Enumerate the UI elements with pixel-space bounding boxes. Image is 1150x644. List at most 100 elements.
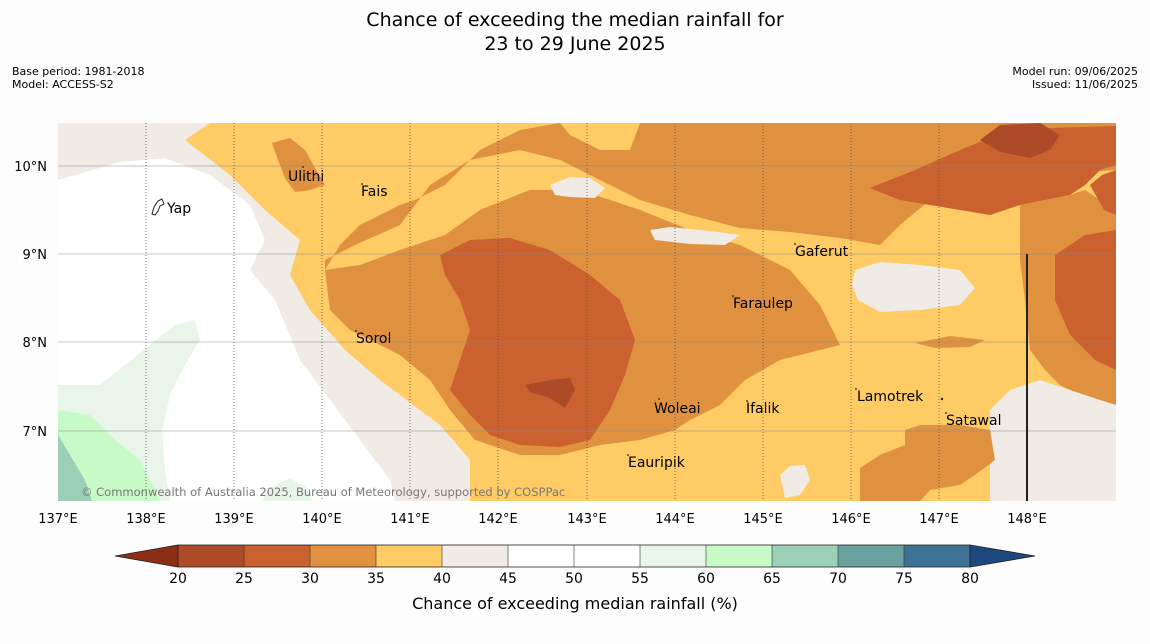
title-line-1: Chance of exceeding the median rainfall … <box>366 9 784 31</box>
zone-30-35-ulithi <box>272 138 325 192</box>
zone-25-30-east <box>1055 230 1116 370</box>
colorbar-bin-45-50 <box>508 545 574 567</box>
copyright-notice: © Commonwealth of Australia 2025, Bureau… <box>81 485 565 499</box>
yap-island-outline <box>151 198 165 216</box>
colorbar-tick-70: 70 <box>829 571 847 587</box>
colorbar-bin-35-40 <box>376 545 442 567</box>
model-run: Model run: 09/06/2025 <box>1012 65 1138 78</box>
zone-20-25-northeast <box>980 123 1060 158</box>
zone-40-45-southeast <box>990 380 1116 501</box>
marker-eauripik <box>627 454 629 456</box>
base-period: Base period: 1981-2018 <box>12 65 145 78</box>
colorbar-extend-low <box>114 544 179 568</box>
lat-labels: 10°N 9°N 8°N 7°N <box>14 160 47 440</box>
zone-25-30-northeast <box>870 126 1116 215</box>
colorbar-extend-high <box>969 544 1036 568</box>
colorbar-tick-75: 75 <box>895 571 913 587</box>
place-label-ulithi: Ulithi <box>288 169 324 185</box>
lon-label-137e: 137°E <box>38 512 78 527</box>
place-label-woleai: Woleai <box>654 401 701 417</box>
colorbar-label: Chance of exceeding median rainfall (%) <box>412 594 738 613</box>
lon-label-139e: 139°E <box>214 512 254 527</box>
zone-40-45-south <box>780 465 810 498</box>
colorbar-bin-65-70 <box>772 545 838 567</box>
marker-lamotrek <box>855 388 857 390</box>
lat-label-7n: 7°N <box>23 425 48 440</box>
colorbar-bin-55-60 <box>640 545 706 567</box>
colorbar-tick-45: 45 <box>499 571 517 587</box>
marker-faraulep <box>732 295 734 297</box>
colorbar-bin-60-65 <box>706 545 772 567</box>
lon-label-141e: 141°E <box>390 512 430 527</box>
map-title: Chance of exceeding the median rainfall … <box>0 8 1150 56</box>
meta-left: Base period: 1981-2018 Model: ACCESS-S2 <box>12 65 144 91</box>
colorbar-bin-40-45 <box>442 545 508 567</box>
colorbar-tick-55: 55 <box>631 571 649 587</box>
colorbar-bin-25-30 <box>244 545 310 567</box>
colorbar-tick-25: 25 <box>235 571 253 587</box>
zone-25-30-east-edge <box>1090 170 1116 215</box>
marker-ulithi <box>302 166 304 168</box>
zone-55-60-south <box>262 478 312 501</box>
lon-label-145e: 145°E <box>743 512 783 527</box>
colorbar-bin-70-75 <box>838 545 904 567</box>
colorbar-bin-30-35 <box>310 545 376 567</box>
marker-sorol <box>355 330 357 332</box>
colorbar-bin-75-80 <box>904 545 970 567</box>
place-label-satawal: Satawal <box>946 413 1001 429</box>
colorbar-bin-20-25 <box>178 545 244 567</box>
issued-date: Issued: 11/06/2025 <box>1031 78 1138 91</box>
meta-right: Model run: 09/06/2025 Issued: 11/06/2025 <box>1012 65 1138 91</box>
colorbar-tick-40: 40 <box>433 571 451 587</box>
place-label-lamotrek: Lamotrek <box>857 389 924 405</box>
place-label-fais: Fais <box>361 184 388 200</box>
zone-40-45-east <box>852 262 975 312</box>
lon-label-148e: 148°E <box>1007 512 1047 527</box>
lon-label-143e: 143°E <box>567 512 607 527</box>
marker-gaferut <box>794 243 796 245</box>
lat-label-10n: 10°N <box>14 160 47 175</box>
marker-satawal <box>945 412 947 414</box>
lon-label-138e: 138°E <box>126 512 166 527</box>
lon-label-140e: 140°E <box>302 512 342 527</box>
lat-label-8n: 8°N <box>23 336 48 351</box>
colorbar-tick-20: 20 <box>169 571 187 587</box>
place-label-faraulep: Faraulep <box>733 296 793 312</box>
zone-40-45-mid <box>650 227 740 245</box>
colorbar-tick-35: 35 <box>367 571 385 587</box>
marker-fais <box>361 183 363 185</box>
colorbar-ticks: 20 25 30 35 40 45 50 55 60 65 70 75 80 <box>169 571 979 587</box>
zone-30-35-southeast <box>860 425 995 501</box>
colorbar <box>114 544 1036 568</box>
zone-65-70 <box>58 435 92 501</box>
marker-lamotrek-east <box>940 397 944 401</box>
zone-30-35-central <box>325 123 1116 270</box>
lon-label-146e: 146°E <box>831 512 871 527</box>
colorbar-bin-50-55 <box>574 545 640 567</box>
zone-25-30-central <box>440 238 635 447</box>
place-label-eauripik: Eauripik <box>628 455 686 471</box>
title-line-2: 23 to 29 June 2025 <box>484 33 666 55</box>
lat-label-9n: 9°N <box>23 248 48 263</box>
place-markers <box>302 166 947 456</box>
colorbar-tick-80: 80 <box>961 571 979 587</box>
zone-20-25-central <box>525 378 575 408</box>
meridians <box>145 123 940 501</box>
place-label-ifalik: Ifalik <box>746 401 780 417</box>
marker-woleai <box>658 398 660 400</box>
lon-label-147e: 147°E <box>919 512 959 527</box>
colorbar-tick-50: 50 <box>565 571 583 587</box>
marker-ifalik <box>746 400 748 402</box>
colorbar-tick-30: 30 <box>301 571 319 587</box>
colorbar-tick-60: 60 <box>697 571 715 587</box>
colorbar-tick-65: 65 <box>763 571 781 587</box>
zone-40-45-north <box>550 177 605 198</box>
place-label-yap: Yap <box>166 201 191 217</box>
model-name: Model: ACCESS-S2 <box>12 78 114 91</box>
place-labels: Yap Ulithi Fais Gaferut Faraulep Sorol W… <box>166 169 1001 471</box>
lon-label-144e: 144°E <box>655 512 695 527</box>
place-label-gaferut: Gaferut <box>795 244 849 260</box>
place-label-sorol: Sorol <box>356 331 391 347</box>
lon-labels: 137°E 138°E 139°E 140°E 141°E 142°E 143°… <box>38 512 1047 527</box>
